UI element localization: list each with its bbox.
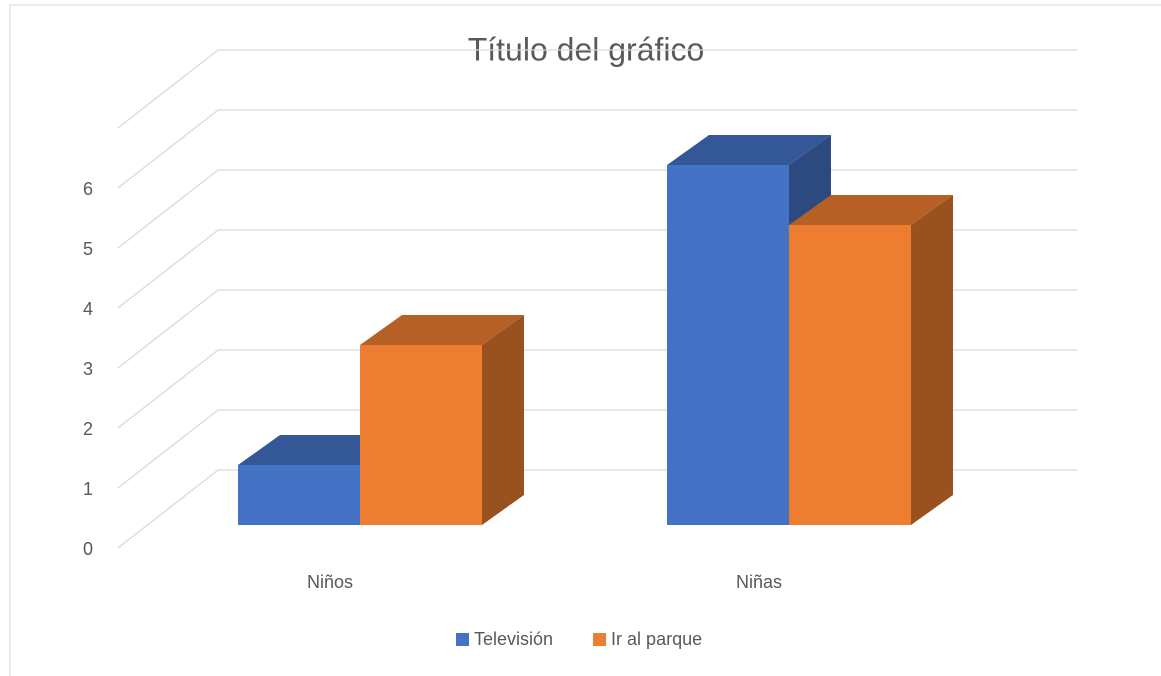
- x-tick-label: Niñas: [736, 572, 782, 592]
- chart-border: [9, 4, 1161, 676]
- y-tick-label: 0: [83, 539, 93, 559]
- y-tick-label: 6: [83, 179, 93, 199]
- bar-top: [789, 195, 953, 225]
- y-tick-label: 4: [83, 299, 93, 319]
- y-tick-label: 1: [83, 479, 93, 499]
- bar-side: [482, 315, 524, 525]
- legend-label: Ir al parque: [611, 629, 702, 649]
- bar-top: [360, 315, 524, 345]
- y-tick-label: 2: [83, 419, 93, 439]
- legend-swatch: [456, 633, 469, 646]
- bar-face: [238, 465, 360, 525]
- bar-face: [360, 345, 482, 525]
- wall-edge: [117, 49, 1077, 129]
- x-tick-label: Niños: [307, 572, 353, 592]
- legend-label: Televisión: [474, 629, 553, 649]
- y-tick-label: 5: [83, 239, 93, 259]
- bar-face: [789, 225, 911, 525]
- bar-face: [667, 165, 789, 525]
- grid-line: [117, 109, 1077, 189]
- legend-swatch: [593, 633, 607, 646]
- bar-side: [911, 195, 953, 525]
- bar-top: [667, 135, 831, 165]
- y-tick-label: 3: [83, 359, 93, 379]
- bar: [789, 195, 953, 525]
- bar: [360, 315, 524, 525]
